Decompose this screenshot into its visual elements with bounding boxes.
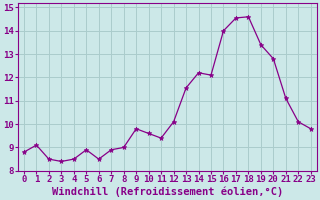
- X-axis label: Windchill (Refroidissement éolien,°C): Windchill (Refroidissement éolien,°C): [52, 187, 283, 197]
